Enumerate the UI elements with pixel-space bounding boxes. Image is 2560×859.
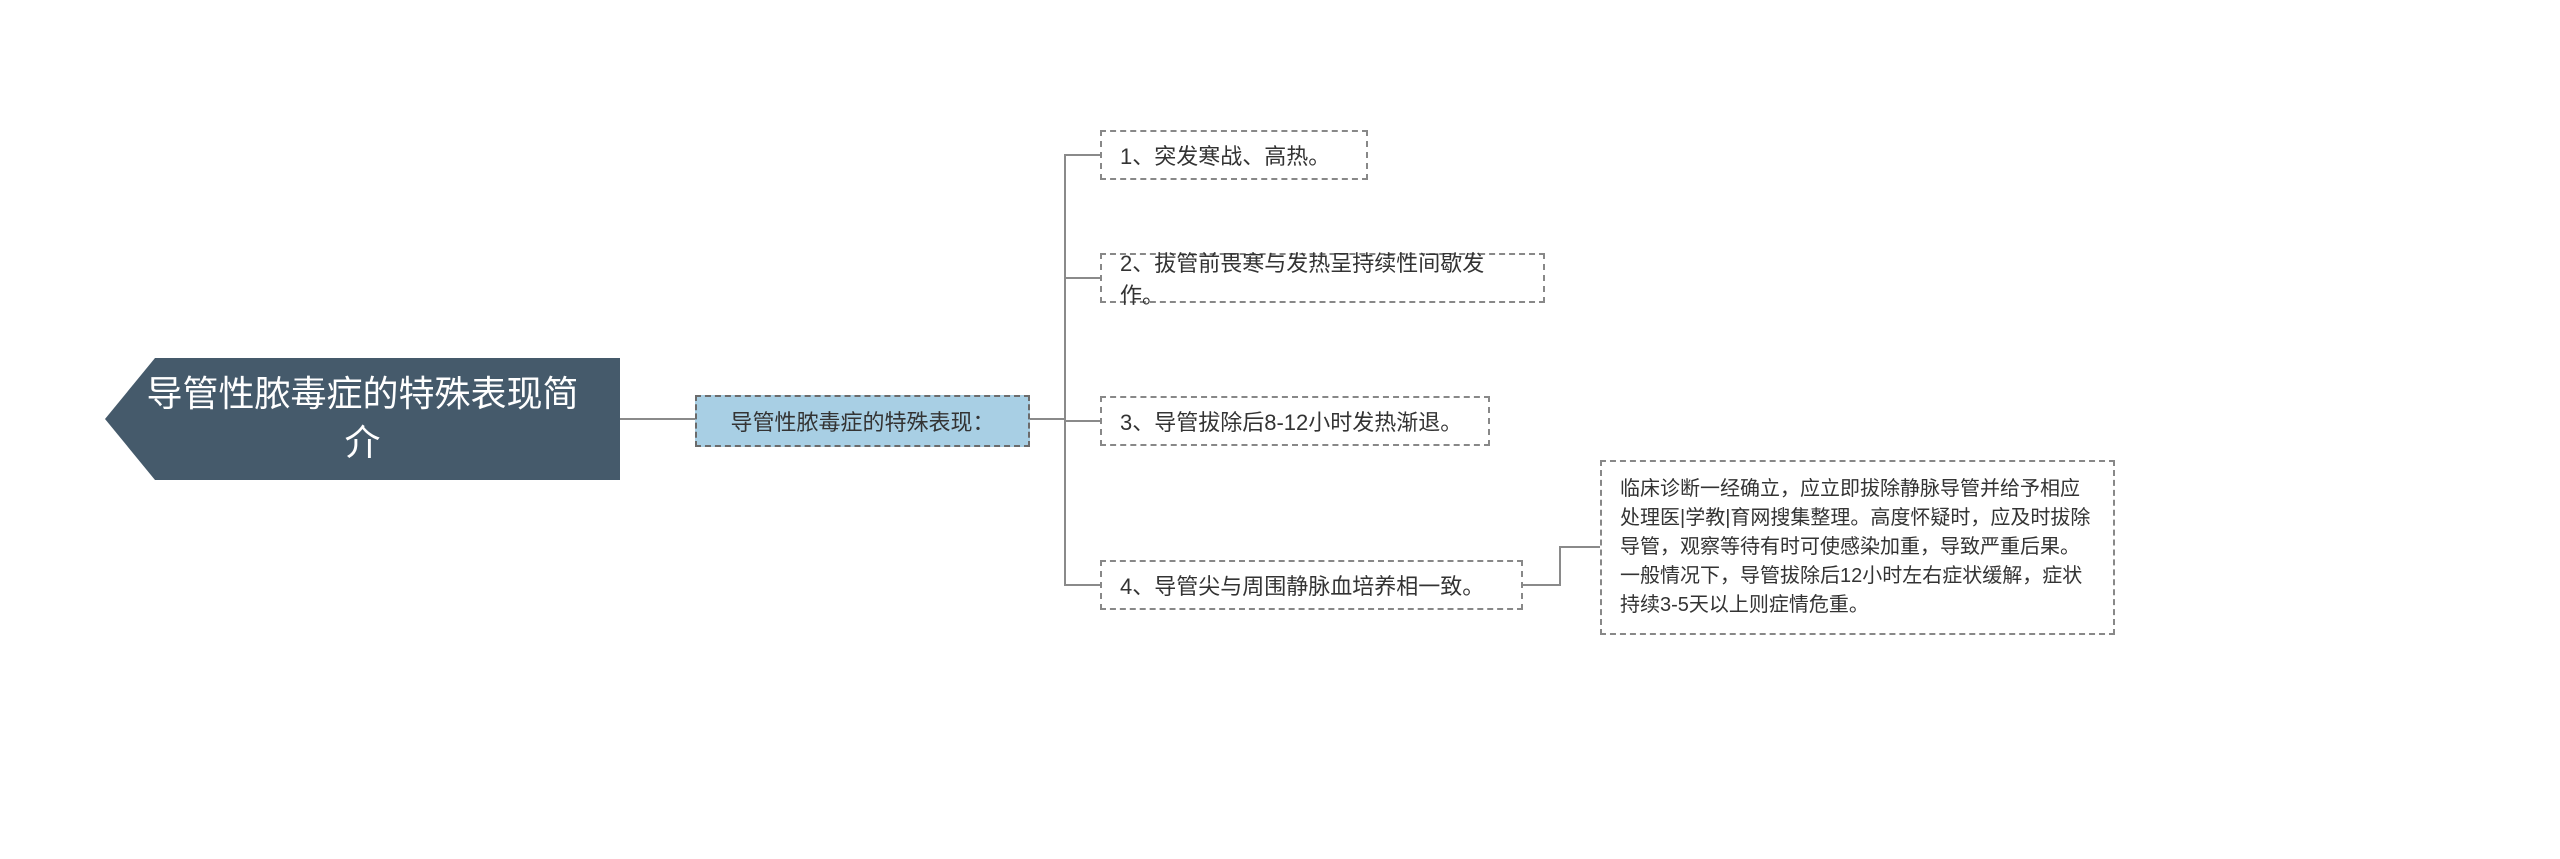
leaf-node-1: 1、突发寒战、高热。 xyxy=(1100,130,1368,180)
leaf-label: 2、拔管前畏寒与发热呈持续性间歇发作。 xyxy=(1120,246,1525,310)
lvl1-label: 导管性脓毒症的特殊表现： xyxy=(730,405,994,437)
lvl1-node: 导管性脓毒症的特殊表现： xyxy=(695,395,1030,447)
leaf-node-3: 3、导管拔除后8-12小时发热渐退。 xyxy=(1100,396,1490,446)
root-node: 导管性脓毒症的特殊表现简介 xyxy=(105,358,620,480)
leaf-label: 1、突发寒战、高热。 xyxy=(1120,139,1330,171)
detail-node: 临床诊断一经确立，应立即拔除静脉导管并给予相应处理医|学教|育网搜集整理。高度怀… xyxy=(1600,460,2115,635)
leaf-node-4: 4、导管尖与周围静脉血培养相一致。 xyxy=(1100,560,1523,610)
leaf-label: 3、导管拔除后8-12小时发热渐退。 xyxy=(1120,405,1462,437)
detail-text: 临床诊断一经确立，应立即拔除静脉导管并给予相应处理医|学教|育网搜集整理。高度怀… xyxy=(1620,475,2095,620)
leaf-label: 4、导管尖与周围静脉血培养相一致。 xyxy=(1120,569,1484,601)
root-label: 导管性脓毒症的特殊表现简介 xyxy=(135,370,590,467)
leaf-node-2: 2、拔管前畏寒与发热呈持续性间歇发作。 xyxy=(1100,253,1545,303)
